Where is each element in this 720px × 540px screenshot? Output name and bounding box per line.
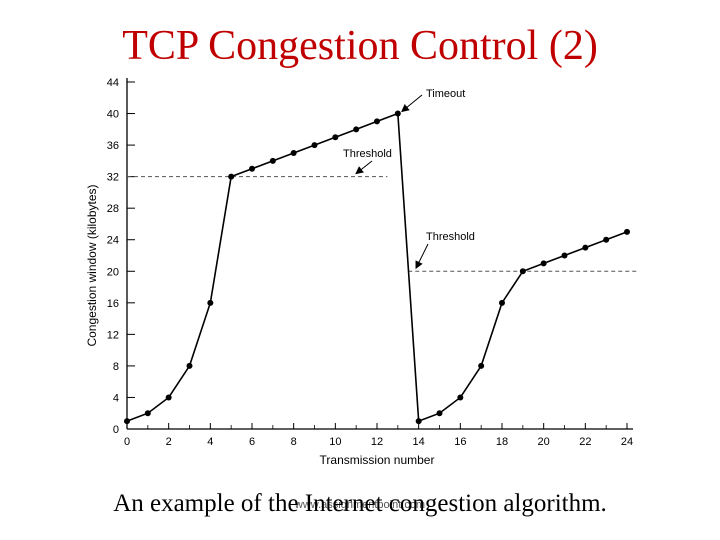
- data-point: [499, 299, 505, 306]
- data-point: [374, 118, 380, 125]
- y-tick-label: 0: [113, 424, 119, 436]
- data-point: [207, 299, 214, 306]
- slide-title: TCP Congestion Control (2): [122, 23, 598, 69]
- x-tick-label: 10: [329, 436, 341, 448]
- x-tick-label: 6: [249, 436, 255, 448]
- annotation-timeout: Timeout: [426, 88, 465, 100]
- data-point: [186, 362, 193, 369]
- data-point: [353, 126, 360, 133]
- data-point: [519, 268, 526, 275]
- x-tick-label: 2: [166, 436, 172, 448]
- data-point: [624, 228, 630, 235]
- chart-series: [124, 110, 630, 425]
- x-tick-label: 8: [291, 436, 297, 448]
- y-axis-label: Congestion window (kilobytes): [85, 184, 99, 346]
- y-tick-label: 24: [107, 235, 119, 247]
- data-point: [124, 418, 130, 425]
- watermark: www.assignmentpoint.com: [294, 499, 426, 511]
- y-tick-label: 4: [113, 392, 119, 404]
- annotation-threshold-2: Threshold: [426, 231, 475, 243]
- data-point: [332, 134, 339, 141]
- data-point: [290, 149, 297, 156]
- x-tick-label: 20: [538, 436, 550, 448]
- y-tick-label: 16: [107, 298, 119, 310]
- x-tick-label: 0: [124, 436, 130, 448]
- annotation-arrow: [355, 160, 373, 175]
- data-point: [144, 410, 151, 417]
- y-tick-label: 28: [107, 203, 119, 215]
- x-tick-label: 16: [454, 436, 466, 448]
- x-tick-label: 22: [579, 436, 591, 448]
- x-tick-label: 24: [621, 436, 633, 448]
- data-point: [311, 142, 318, 149]
- annotation-arrow: [415, 243, 429, 270]
- x-tick-label: 12: [371, 436, 383, 448]
- y-tick-label: 40: [107, 109, 119, 121]
- data-point: [228, 173, 235, 180]
- data-point: [582, 244, 589, 251]
- data-point: [249, 165, 255, 172]
- x-axis-label: Transmission number: [320, 453, 435, 467]
- annotation-threshold-1: Threshold: [343, 148, 392, 160]
- data-point: [165, 394, 172, 401]
- data-point: [561, 252, 568, 259]
- data-point: [436, 410, 443, 417]
- y-tick-label: 20: [107, 266, 119, 278]
- data-point: [394, 110, 401, 117]
- data-point: [269, 157, 276, 164]
- data-point: [457, 394, 464, 401]
- x-tick-label: 14: [413, 436, 425, 448]
- chart-annotations: Timeout Threshold Threshold: [343, 88, 475, 270]
- data-point: [540, 260, 547, 267]
- x-tick-label: 4: [207, 436, 213, 448]
- y-tick-label: 36: [107, 140, 119, 152]
- y-tick-label: 32: [107, 172, 119, 184]
- data-point: [478, 362, 485, 369]
- y-tick-label: 8: [113, 361, 119, 373]
- y-tick-label: 44: [107, 77, 119, 89]
- x-tick-label: 18: [496, 436, 508, 448]
- data-point: [603, 236, 610, 243]
- data-point: [415, 418, 422, 425]
- slide-caption: An example of the Internet congestion al…: [113, 490, 607, 517]
- y-tick-label: 12: [107, 329, 119, 341]
- annotation-arrow: [401, 94, 423, 113]
